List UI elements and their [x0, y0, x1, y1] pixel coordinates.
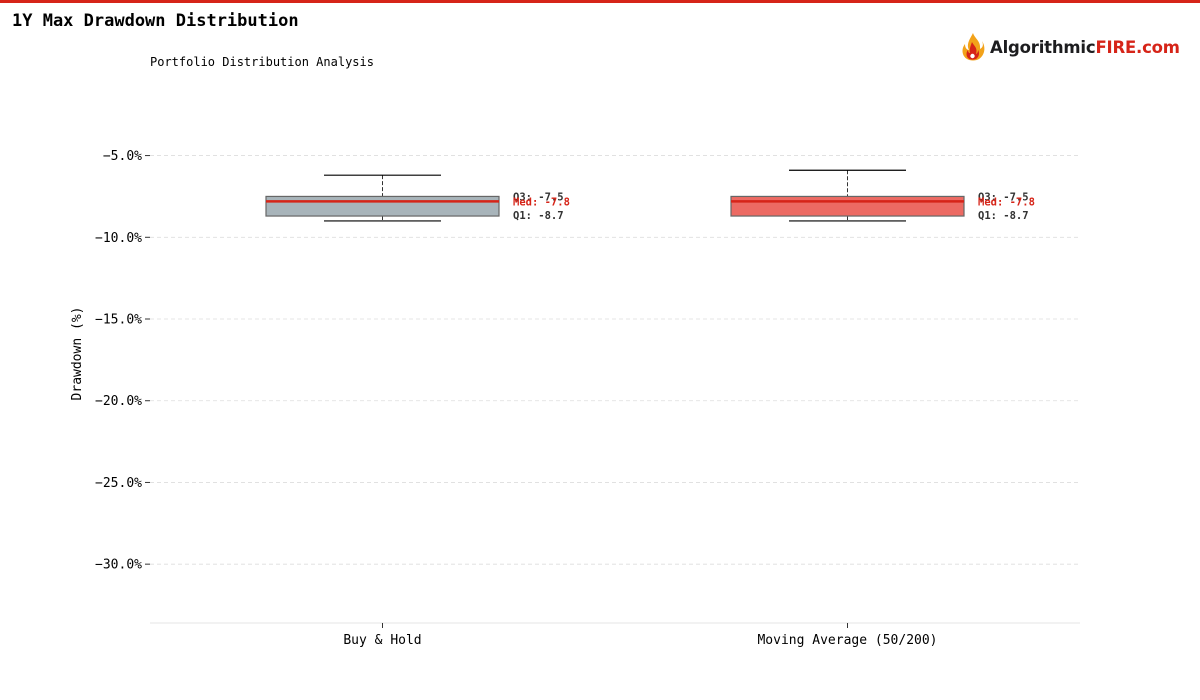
- logo-text-red: FIRE.com: [1095, 37, 1180, 57]
- y-tick-label: −25.0%: [95, 476, 142, 491]
- page-title: 1Y Max Drawdown Distribution: [12, 11, 299, 31]
- chart-subtitle: Portfolio Distribution Analysis: [150, 55, 374, 69]
- q1-label: Q1: -8.7: [513, 210, 564, 222]
- top-accent-bar: [0, 0, 1200, 3]
- q3-label: Q3: -7.5: [978, 191, 1029, 203]
- y-tick-label: −15.0%: [95, 313, 142, 328]
- x-tick-label: Moving Average (50/200): [757, 633, 937, 648]
- x-tick-label: Buy & Hold: [343, 633, 421, 648]
- y-tick-label: −30.0%: [95, 558, 142, 573]
- iqr-box: [730, 195, 965, 217]
- q1-label: Q1: -8.7: [978, 210, 1029, 222]
- median-label: Med: -7.8: [513, 196, 570, 208]
- logo-text: AlgorithmicFIRE.com: [990, 38, 1180, 57]
- y-tick-label: −20.0%: [95, 394, 142, 409]
- q3-label: Q3: -7.5: [513, 191, 564, 203]
- y-axis-label: Drawdown (%): [70, 307, 85, 401]
- brand-logo[interactable]: AlgorithmicFIRE.com: [960, 30, 1180, 64]
- median-label: Med: -7.8: [978, 196, 1035, 208]
- y-tick-label: −5.0%: [103, 149, 142, 164]
- y-tick-label: −10.0%: [95, 231, 142, 246]
- iqr-box: [265, 195, 500, 217]
- flame-icon: [960, 31, 986, 63]
- logo-text-dark: Algorithmic: [990, 37, 1096, 57]
